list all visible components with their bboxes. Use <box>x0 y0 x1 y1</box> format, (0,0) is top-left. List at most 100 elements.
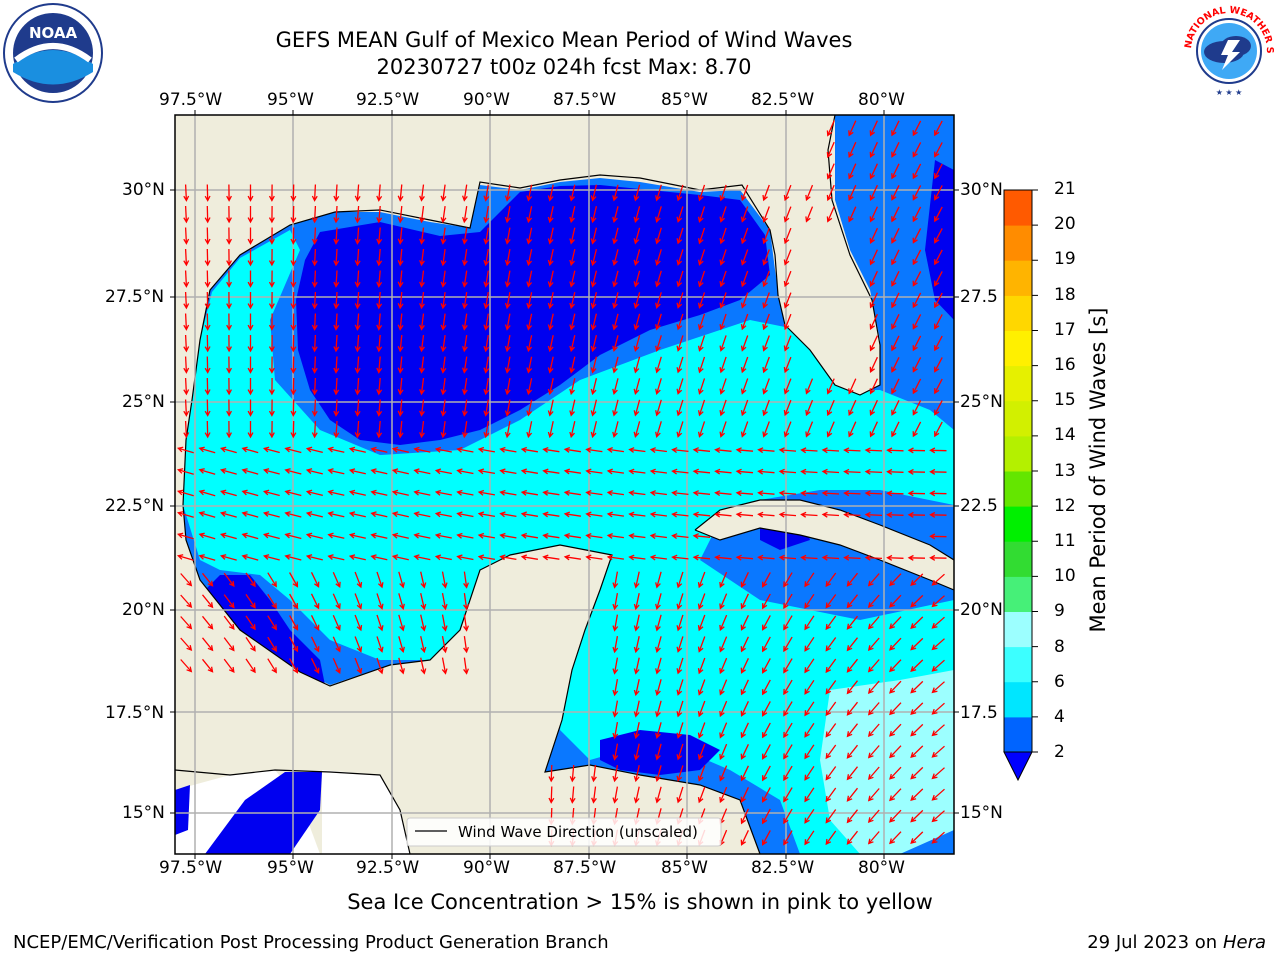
wave-direction-arrow <box>697 356 706 374</box>
wave-direction-arrow <box>762 744 771 760</box>
wave-direction-arrow <box>864 511 883 518</box>
wave-direction-arrow <box>268 270 275 288</box>
wave-direction-arrow <box>719 722 728 739</box>
wave-direction-arrow <box>348 468 366 475</box>
wave-direction-arrow <box>348 511 366 518</box>
wave-direction-arrow <box>226 270 232 288</box>
wave-direction-arrow <box>757 490 775 497</box>
wave-direction-arrow <box>569 764 576 783</box>
wave-direction-arrow <box>542 446 560 453</box>
wave-direction-arrow <box>333 399 340 417</box>
wave-direction-arrow <box>226 399 232 417</box>
wave-direction-arrow <box>740 399 749 417</box>
wave-direction-arrow <box>569 249 576 267</box>
wave-direction-arrow <box>310 593 320 610</box>
wave-direction-arrow <box>542 511 560 518</box>
wave-direction-arrow <box>740 701 749 717</box>
wave-direction-arrow <box>183 205 190 224</box>
wave-direction-arrow <box>483 184 490 202</box>
wave-direction-arrow <box>183 399 190 417</box>
wave-direction-arrow <box>692 468 711 475</box>
wave-direction-arrow <box>934 400 943 416</box>
wave-direction-arrow <box>762 184 770 202</box>
wave-direction-arrow <box>762 593 771 610</box>
colorbar-label: 13 <box>1054 461 1076 481</box>
wave-direction-arrow <box>864 468 883 475</box>
wave-direction-arrow <box>891 206 900 223</box>
wave-direction-arrow <box>590 227 598 245</box>
wave-direction-arrow <box>504 270 511 288</box>
wave-direction-arrow <box>290 420 297 439</box>
wave-direction-arrow <box>714 447 732 454</box>
wave-direction-arrow <box>762 249 770 266</box>
wave-direction-arrow <box>284 468 302 475</box>
wave-direction-arrow <box>354 420 361 439</box>
wave-direction-arrow <box>910 766 924 780</box>
wave-direction-arrow <box>714 468 732 475</box>
wave-direction-arrow <box>676 700 684 718</box>
wave-direction-arrow <box>783 356 792 374</box>
wave-direction-arrow <box>910 788 924 802</box>
wave-direction-arrow <box>547 335 554 353</box>
wave-direction-arrow <box>825 680 837 695</box>
wave-direction-arrow <box>719 184 727 202</box>
wave-direction-arrow <box>477 468 496 475</box>
wave-direction-arrow <box>719 679 728 696</box>
wave-direction-arrow <box>398 571 405 589</box>
wave-direction-arrow <box>804 808 815 824</box>
wave-direction-arrow <box>419 249 425 267</box>
wave-direction-arrow <box>483 227 490 245</box>
wave-direction-arrow <box>461 206 468 224</box>
wave-direction-arrow <box>719 657 728 675</box>
lat-label-right: 20°N <box>960 600 1003 620</box>
wave-direction-arrow <box>463 593 470 611</box>
wave-direction-arrow <box>671 447 689 454</box>
wave-direction-arrow <box>542 489 560 496</box>
wave-direction-arrow <box>628 490 646 496</box>
wave-direction-arrow <box>327 554 345 561</box>
wave-direction-arrow <box>305 554 323 561</box>
wave-direction-arrow <box>397 334 404 353</box>
wave-direction-arrow <box>848 399 857 417</box>
wave-direction-arrow <box>783 679 793 696</box>
wave-direction-arrow <box>183 227 190 245</box>
wave-direction-arrow <box>719 636 728 653</box>
wave-direction-arrow <box>864 490 883 497</box>
wave-direction-arrow <box>520 511 539 518</box>
wave-direction-arrow <box>740 206 749 223</box>
wave-direction-arrow <box>204 420 211 439</box>
wave-direction-arrow <box>783 335 792 352</box>
wave-direction-arrow <box>778 447 797 454</box>
wave-direction-arrow <box>800 490 818 497</box>
noaa-logo: NOAA <box>2 2 104 108</box>
wave-direction-arrow <box>740 313 749 331</box>
wave-direction-arrow <box>846 744 859 759</box>
wave-direction-arrow <box>268 334 275 353</box>
wave-direction-arrow <box>420 571 427 589</box>
wave-direction-arrow <box>846 615 859 630</box>
wave-direction-arrow <box>740 421 749 438</box>
wave-direction-arrow <box>826 378 835 395</box>
wave-direction-arrow <box>821 554 840 561</box>
wave-direction-arrow <box>504 205 511 224</box>
pacific-white <box>322 770 410 854</box>
wave-direction-arrow <box>719 270 727 288</box>
colorbar-label: 12 <box>1054 496 1076 516</box>
wave-direction-arrow <box>290 227 297 245</box>
wave-direction-arrow <box>284 554 302 561</box>
wave-direction-arrow <box>805 184 814 202</box>
wave-direction-arrow <box>805 421 814 438</box>
wave-direction-arrow <box>504 227 511 245</box>
wave-direction-arrow <box>354 377 361 396</box>
wave-direction-arrow <box>290 270 297 288</box>
colorbar-label: 6 <box>1054 672 1065 692</box>
wave-direction-arrow <box>548 764 555 783</box>
lon-label-bottom: 87.5°W <box>553 858 617 878</box>
us-gulf-coast-land <box>175 115 880 505</box>
wave-direction-arrow <box>821 490 840 497</box>
wave-direction-arrow <box>929 490 947 497</box>
pacific-coastline <box>175 769 411 854</box>
wave-direction-arrow <box>740 335 749 352</box>
wind-wave-direction-arrows <box>176 120 947 847</box>
wave-direction-arrow <box>284 446 302 454</box>
